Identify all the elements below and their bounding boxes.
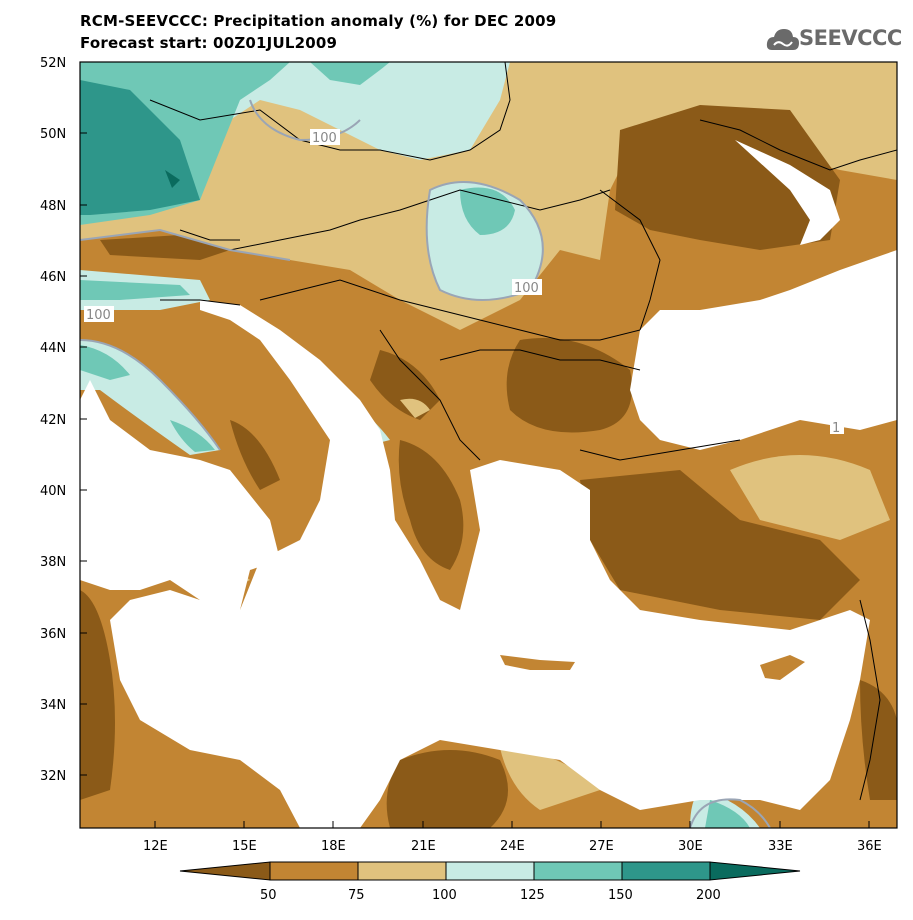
lon-tick-label: 21E xyxy=(411,839,436,854)
anomaly-fill-125-150-north xyxy=(310,62,390,85)
colorbar-label: 100 xyxy=(432,888,457,903)
logo-text: SEEVCCC xyxy=(799,26,902,50)
colorbar xyxy=(179,861,801,881)
anomaly-fill-below-50-bulgaria xyxy=(506,338,632,433)
lat-tick-label: 34N xyxy=(40,698,66,713)
colorbar-labels: 50 75 100 125 150 200 xyxy=(260,888,721,903)
lon-tick-label: 15E xyxy=(232,839,257,854)
seevccc-logo: SEEVCCC xyxy=(766,24,906,56)
contour-labels: 100 100 100 1 xyxy=(84,129,844,436)
lat-tick-label: 40N xyxy=(40,484,66,499)
anomaly-fill-below-50-libya xyxy=(386,750,508,828)
colorbar-cell-125-150 xyxy=(533,861,623,881)
anomaly-fill-125-150-liguria xyxy=(80,345,130,380)
lat-tick-label: 52N xyxy=(40,56,66,71)
colorbar-label: 125 xyxy=(520,888,545,903)
sea-of-azov xyxy=(735,140,840,245)
lat-tick-label: 42N xyxy=(40,413,66,428)
colorbar-label: 150 xyxy=(608,888,633,903)
anomaly-fill-75-100-anatolia xyxy=(730,455,890,540)
colorbar-label: 75 xyxy=(348,888,365,903)
colorbar-cell-above-200 xyxy=(709,861,801,881)
black-sea xyxy=(630,250,897,450)
map-title: RCM-SEEVCCC: Precipitation anomaly (%) f… xyxy=(80,12,557,30)
lon-tick-label: 27E xyxy=(589,839,614,854)
map-frame xyxy=(79,61,898,829)
lat-tick-label: 38N xyxy=(40,555,66,570)
lon-tick-label: 30E xyxy=(678,839,703,854)
colorbar-label: 200 xyxy=(696,888,721,903)
cyprus xyxy=(760,655,805,680)
crete xyxy=(500,655,575,670)
lat-tick-label: 32N xyxy=(40,769,66,784)
latitude-tick-labels: 52N 50N 48N 46N 44N 42N 40N 38N 36N 34N … xyxy=(40,56,66,784)
colorbar-cell-below-50 xyxy=(179,861,271,881)
contour-label: 100 xyxy=(514,281,539,296)
anomaly-fill-above-200 xyxy=(165,170,180,188)
latitude-axis xyxy=(80,61,87,776)
map-field xyxy=(80,62,897,828)
anomaly-fill-below-50-levant xyxy=(860,680,897,800)
contour-label: 100 xyxy=(312,131,337,146)
contour-label: 100 xyxy=(86,308,111,323)
longitude-axis xyxy=(154,821,870,828)
lon-tick-label: 12E xyxy=(143,839,168,854)
anomaly-fill-below-50-turkey xyxy=(580,470,860,620)
contour-label: 1 xyxy=(832,421,840,436)
anomaly-fill-125-150-tyrrhenian xyxy=(170,420,215,452)
colorbar-cell-100-125 xyxy=(445,861,535,881)
lat-tick-label: 48N xyxy=(40,199,66,214)
lon-tick-label: 18E xyxy=(321,839,346,854)
lat-tick-label: 36N xyxy=(40,627,66,642)
anomaly-fill-125-150-nile xyxy=(705,800,750,828)
lon-tick-label: 24E xyxy=(500,839,525,854)
lat-tick-label: 46N xyxy=(40,270,66,285)
colorbar-cell-75-100 xyxy=(357,861,447,881)
forecast-start-subtitle: Forecast start: 00Z01JUL2009 xyxy=(80,34,338,52)
anomaly-fill-125-150-north-italy xyxy=(80,280,190,300)
anomaly-fill-125-150-hungary xyxy=(460,187,515,235)
lon-tick-label: 36E xyxy=(857,839,882,854)
lat-tick-label: 50N xyxy=(40,127,66,142)
longitude-tick-labels: 12E 15E 18E 21E 24E 27E 30E 33E 36E xyxy=(143,839,882,854)
cloud-icon xyxy=(766,29,799,50)
lon-tick-label: 33E xyxy=(768,839,793,854)
anomaly-fill-below-50-ukraine xyxy=(615,105,840,250)
colorbar-cell-150-200 xyxy=(621,861,711,881)
anomaly-fill-below-50-south-italy xyxy=(230,420,280,490)
anomaly-fill-75-100-balkans xyxy=(400,398,430,418)
country-borders xyxy=(149,62,897,801)
colorbar-cell-50-75 xyxy=(269,861,359,881)
anomaly-fill-below-50-tunisia xyxy=(80,590,115,800)
mediterranean-sea xyxy=(80,300,870,828)
colorbar-label: 50 xyxy=(260,888,277,903)
anomaly-fill-75-100-libya-east xyxy=(500,748,600,810)
anomaly-fill-below-50-greece xyxy=(398,440,464,570)
lat-tick-label: 44N xyxy=(40,341,66,356)
